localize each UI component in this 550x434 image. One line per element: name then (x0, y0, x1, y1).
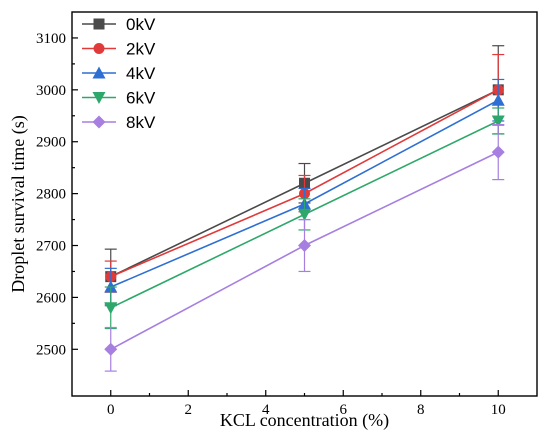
y-tick-label: 2900 (36, 135, 66, 151)
legend-label: 4kV (126, 64, 156, 83)
legend-item: 4kV (82, 64, 156, 83)
x-tick-label: 2 (185, 402, 193, 418)
legend-label: 6kV (126, 89, 156, 108)
data-point (491, 145, 505, 159)
y-tick-label: 2800 (36, 187, 66, 203)
data-point (491, 115, 505, 128)
data-point (104, 342, 118, 356)
y-axis: 2500 2600 2700 2800 2900 3000 3100 (36, 31, 78, 358)
legend-item: 2kV (82, 40, 156, 59)
legend-marker (92, 115, 106, 129)
x-tick-label: 8 (417, 402, 425, 418)
legend-label: 0kV (126, 15, 156, 34)
legend-item: 8kV (82, 113, 156, 132)
series-6kV (104, 107, 505, 330)
legend-marker (92, 66, 106, 79)
legend-marker (93, 43, 105, 54)
data-point (104, 302, 118, 315)
legend-label: 8kV (126, 113, 156, 132)
x-axis: 0 2 4 6 8 10 (107, 390, 506, 418)
y-tick-label: 3100 (36, 31, 66, 47)
legend: 0kV 2kV 4kV 6kV 8kV (82, 15, 156, 132)
series-8kV (104, 124, 505, 372)
y-tick-label: 2500 (36, 342, 66, 358)
x-tick-label: 4 (262, 402, 270, 418)
x-tick-label: 10 (491, 402, 506, 418)
legend-marker (92, 92, 106, 104)
data-point (298, 208, 311, 221)
series-group (104, 45, 505, 372)
data-point (298, 239, 311, 253)
data-point (491, 93, 505, 106)
x-tick-label: 0 (107, 402, 115, 418)
legend-label: 2kV (126, 40, 156, 59)
y-axis-title: Droplet survival time (s) (8, 115, 29, 292)
y-tick-label: 3000 (36, 83, 66, 99)
legend-marker (93, 18, 105, 30)
x-tick-label: 6 (340, 402, 348, 418)
legend-item: 0kV (82, 15, 156, 34)
y-tick-label: 2700 (36, 239, 66, 255)
y-tick-label: 2600 (36, 290, 66, 306)
legend-item: 6kV (82, 89, 156, 108)
x-axis-title: KCL concentration (%) (220, 410, 389, 431)
